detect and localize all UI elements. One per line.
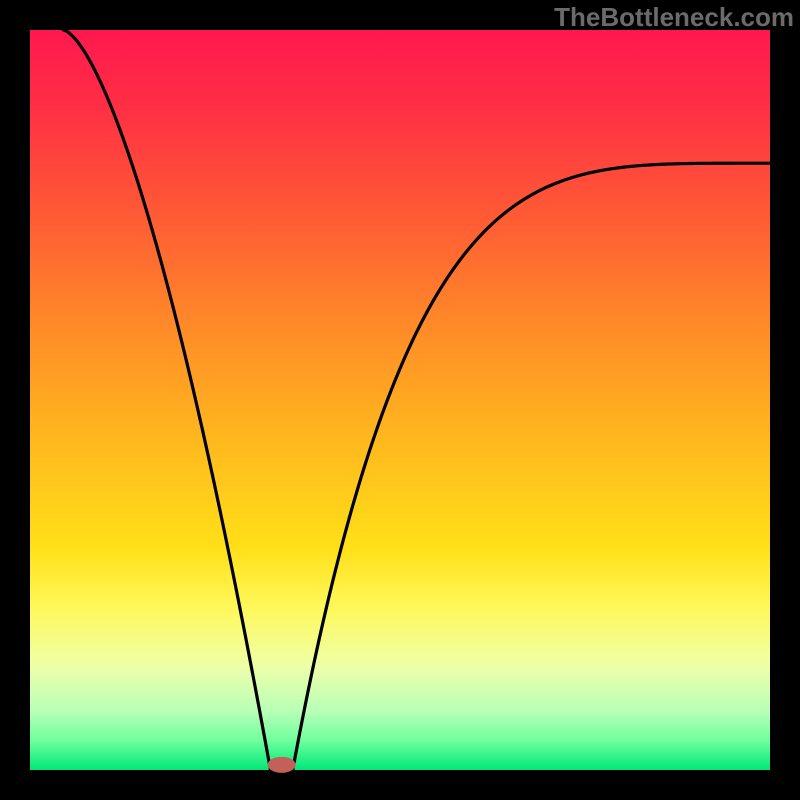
chart-container: TheBottleneck.com	[0, 0, 800, 800]
chart-svg	[0, 0, 800, 800]
watermark-text: TheBottleneck.com	[554, 2, 794, 33]
plot-gradient	[30, 30, 770, 770]
valley-marker	[268, 757, 296, 773]
